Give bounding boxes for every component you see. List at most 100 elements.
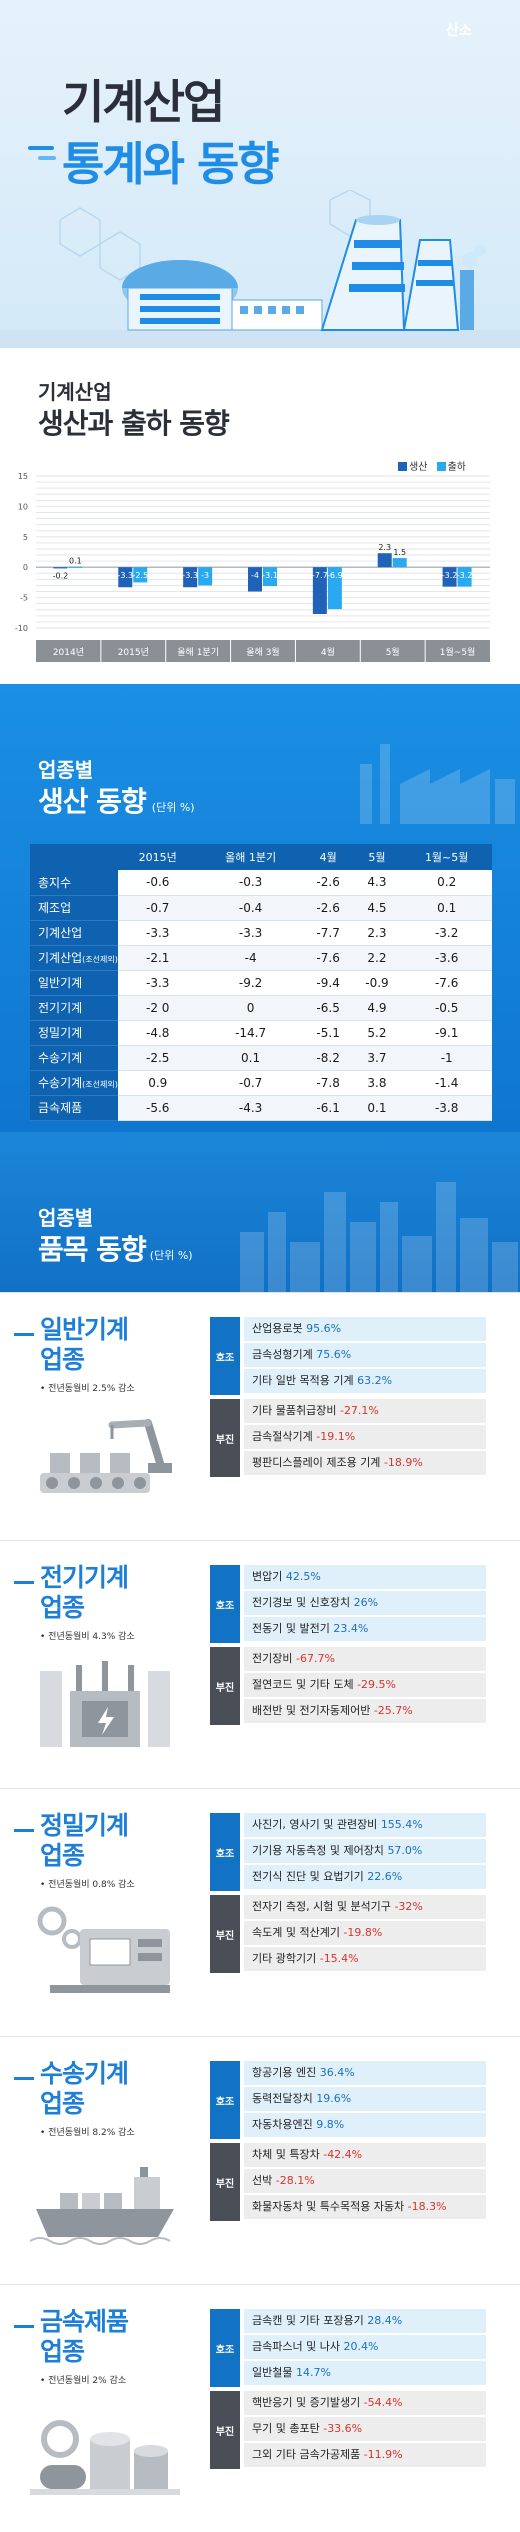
table-cell: 0.1 xyxy=(352,1095,402,1121)
table-header-row: 2015년 올해 1분기 4월 5월 1월~5월 xyxy=(30,844,492,870)
section1-heading-small: 기계산업 xyxy=(38,380,112,404)
good-items-group: 호조 산업용로봇 95.6% 금속성형기계 75.6% 기타 일반 목적용 기계… xyxy=(210,1317,486,1395)
data-label: -3.2 xyxy=(442,571,458,580)
table-cell: 0.2 xyxy=(401,870,492,896)
item-value: -67.7% xyxy=(295,1652,335,1665)
section2-heading-text: 생산 동향 xyxy=(38,785,147,818)
poor-tag: 부진 xyxy=(210,2391,240,2469)
good-tag: 호조 xyxy=(210,2061,240,2139)
bar-shipment xyxy=(327,567,342,610)
item-value: 36.4% xyxy=(319,2066,355,2079)
item-value: -25.7% xyxy=(373,1704,413,1717)
item-label: 핵반응기 및 증기발생기 xyxy=(252,2396,361,2409)
list-item: 일반철물 14.7% xyxy=(244,2361,486,2385)
list-item: 자동차용엔진 9.8% xyxy=(244,2113,486,2137)
row-label: 총지수 xyxy=(30,870,118,896)
table-cell: -0.4 xyxy=(197,895,304,921)
x-tick-label: 올해 1분기 xyxy=(177,647,219,658)
industrial-plant-illustration xyxy=(0,190,520,348)
poor-tag: 부진 xyxy=(210,1399,240,1477)
row-label: 금속제품 xyxy=(30,1095,118,1121)
item-label: 자동차용엔진 xyxy=(252,2118,313,2131)
item-label: 평판디스플레이 제조용 기계 xyxy=(252,1456,381,1469)
list-item: 기타 광학기기 -15.4% xyxy=(244,1947,486,1971)
row-label-text: 수송기계 xyxy=(38,1076,83,1090)
sector-production-table: 2015년 올해 1분기 4월 5월 1월~5월 총지수 -0.6 -0.3 -2.6… xyxy=(30,844,492,1121)
table-header-cell: 2015년 xyxy=(118,844,198,870)
item-label: 동력전달장치 xyxy=(252,2092,313,2105)
good-tag: 호조 xyxy=(210,1317,240,1395)
item-label: 무기 및 총포탄 xyxy=(252,2422,320,2435)
industry-note: • 전년동월비 2% 감소 xyxy=(40,2376,127,2386)
table-cell: -2.1 xyxy=(118,945,198,971)
hero-banner: 산소 tong 기계산업 통계와 동향 xyxy=(0,0,520,348)
row-label-suffix: (조선제외) xyxy=(82,955,118,964)
bar-shipment xyxy=(392,558,407,568)
item-value: -29.5% xyxy=(357,1678,396,1691)
item-value: 42.5% xyxy=(285,1570,321,1583)
sector-production-section: 업종별 생산 동향 (단위 %) 2015년 올해 1분기 4월 5월 1월~5월… xyxy=(0,684,520,1132)
row-label: 전기기계 xyxy=(30,995,118,1021)
industry-note: • 전년동월비 0.8% 감소 xyxy=(40,1880,135,1890)
x-axis-band xyxy=(36,640,490,662)
list-item: 선박 -28.1% xyxy=(244,2169,486,2193)
row-label-text: 전기기계 xyxy=(38,1001,83,1015)
chart-legend: 생산 출하 xyxy=(398,458,472,473)
table-cell: -4.3 xyxy=(197,1095,304,1121)
item-value: 22.6% xyxy=(367,1870,403,1883)
hero-title-line1: 기계산업 xyxy=(62,75,225,129)
factory-silhouette xyxy=(360,744,515,824)
item-label: 기기용 자동측정 및 제어장치 xyxy=(252,1844,384,1857)
list-item: 금속파스너 및 나사 20.4% xyxy=(244,2335,486,2359)
item-value: -27.1% xyxy=(339,1404,379,1417)
industry-name-suffix: 업종 xyxy=(40,1841,85,1870)
industry-note: • 전년동월비 2.5% 감소 xyxy=(40,1384,135,1394)
item-label: 전기장비 xyxy=(252,1652,293,1665)
table-cell: -7.6 xyxy=(401,970,492,996)
item-label: 차체 및 특장차 xyxy=(252,2148,320,2161)
section3-heading-large: 품목 동향 (단위 %) xyxy=(38,1228,193,1268)
item-value: 9.8% xyxy=(316,2118,345,2131)
table-cell: -0.7 xyxy=(197,1070,304,1096)
item-label: 절연코드 및 기타 도체 xyxy=(252,1678,354,1691)
table-cell: -9.1 xyxy=(401,1020,492,1046)
list-item: 산업용로봇 95.6% xyxy=(244,1317,486,1341)
list-item: 변압기 42.5% xyxy=(244,1565,486,1589)
bar-production xyxy=(442,567,457,587)
industry-name-suffix: 업종 xyxy=(40,2089,85,2118)
item-value: -42.4% xyxy=(323,2148,363,2161)
item-value: 26% xyxy=(353,1596,379,1609)
item-value: 20.4% xyxy=(343,2340,379,2353)
bar-shipment xyxy=(198,567,213,586)
good-tag: 호조 xyxy=(210,2309,240,2387)
table-row: 기계산업(조선제외) -2.1 -4 -7.6 2.2 -3.6 xyxy=(30,945,492,971)
table-row: 정밀기계 -4.8 -14.7 -5.1 5.2 -9.1 xyxy=(30,1020,492,1046)
row-label-text: 제조업 xyxy=(38,901,72,915)
table-header-cell: 올해 1분기 xyxy=(197,844,304,870)
table-cell: -2.6 xyxy=(303,895,353,921)
item-label: 사진기, 영사기 및 관련장비 xyxy=(252,1818,378,1831)
item-value: 57.0% xyxy=(387,1844,423,1857)
bar-shipment xyxy=(263,567,277,587)
row-label-text: 일반기계 xyxy=(38,976,83,990)
y-tick-label: 10 xyxy=(18,502,28,511)
item-value: 28.4% xyxy=(367,2314,403,2327)
industry-name-suffix: 업종 xyxy=(40,2337,85,2366)
item-value: 155.4% xyxy=(380,1818,423,1831)
table-row: 수송기계 -2.5 0.1 -8.2 3.7 -1 xyxy=(30,1045,492,1071)
item-label: 전자기 측정, 시험 및 분석기구 xyxy=(252,1900,391,1913)
row-label: 수송기계(조선제외) xyxy=(30,1070,118,1096)
item-value: -33.6% xyxy=(323,2422,363,2435)
legend-label-production: 생산 xyxy=(409,462,428,473)
list-item: 사진기, 영사기 및 관련장비 155.4% xyxy=(244,1813,486,1837)
good-tag: 호조 xyxy=(210,1813,240,1891)
data-label: 1.5 xyxy=(393,548,406,557)
row-label: 기계산업(조선제외) xyxy=(30,945,118,971)
item-label: 전동기 및 발전기 xyxy=(252,1622,330,1635)
accent-line xyxy=(14,1829,34,1832)
data-label: -3.2 xyxy=(457,571,473,580)
section1-heading-large: 생산과 출하 동향 xyxy=(38,407,230,440)
table-cell: -3.2 xyxy=(401,920,492,946)
list-item: 무기 및 총포탄 -33.6% xyxy=(244,2417,486,2441)
list-item: 전자기 측정, 시험 및 분석기구 -32% xyxy=(244,1895,486,1919)
